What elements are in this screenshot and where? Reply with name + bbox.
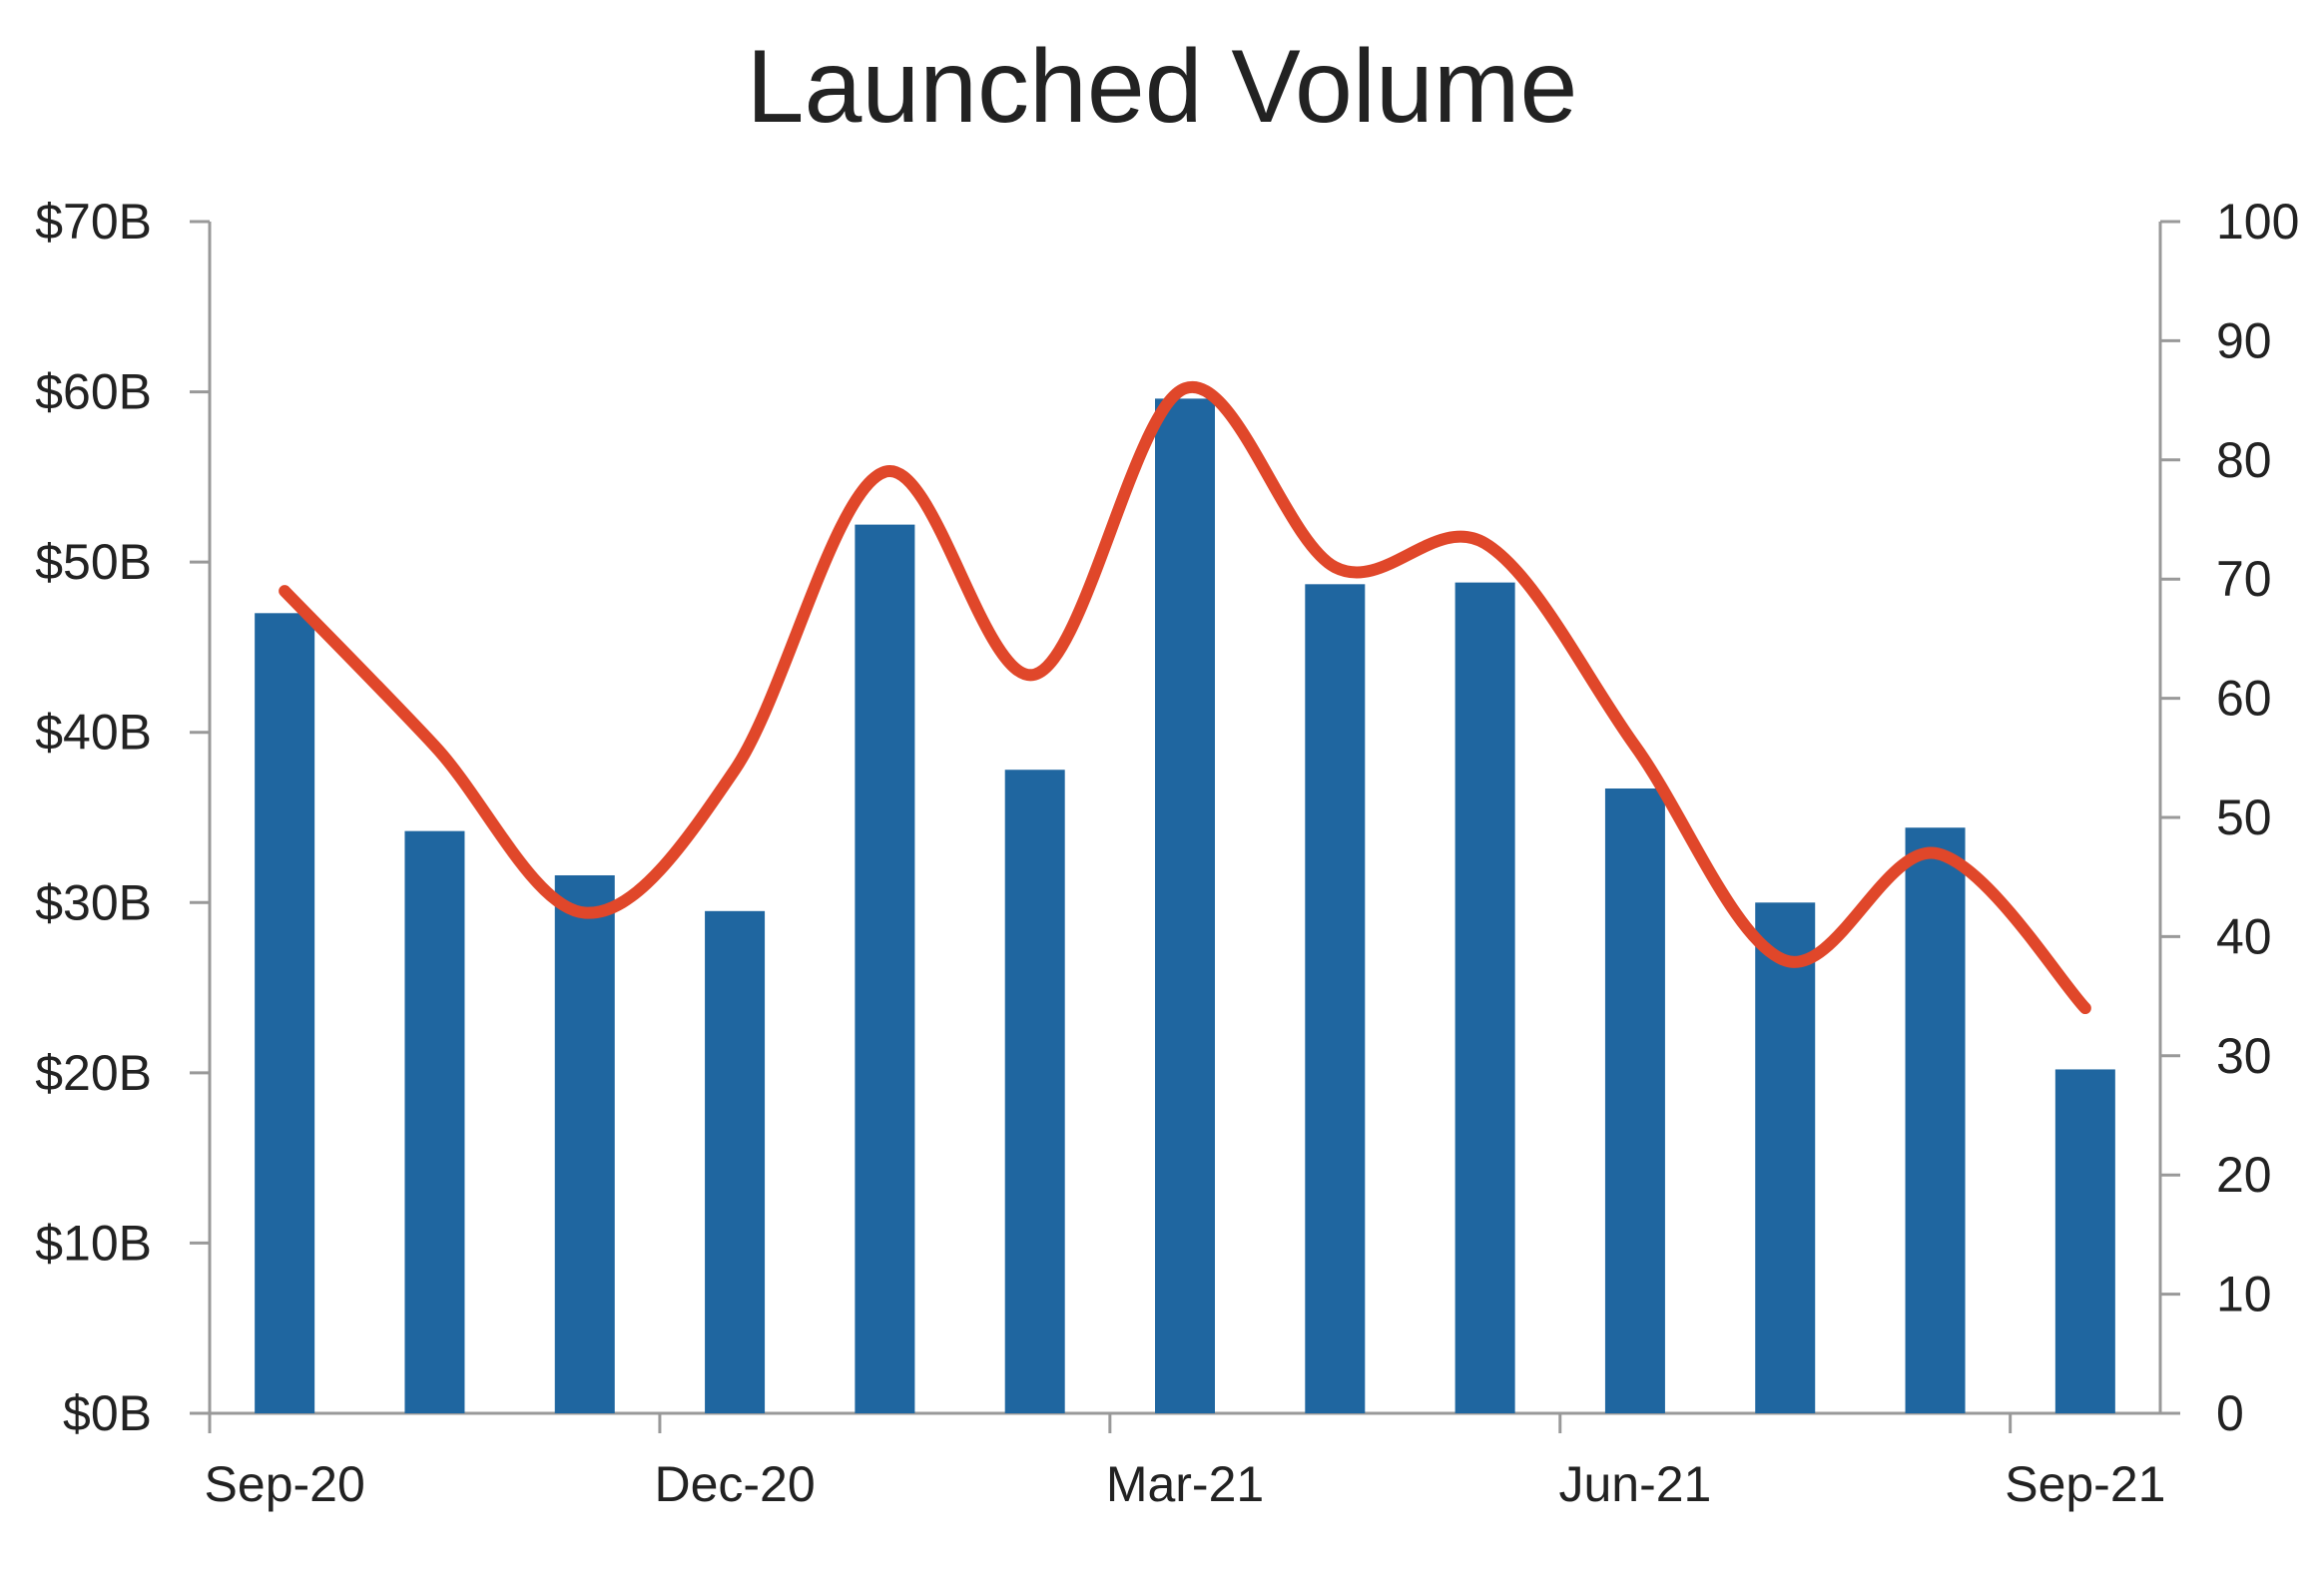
- y-left-tick-label: $10B: [35, 1215, 152, 1271]
- bar: [1004, 770, 1065, 1413]
- y-left-tick-label: $0B: [63, 1385, 152, 1441]
- y-left-tick-label: $50B: [35, 534, 152, 590]
- y-right-tick-label: 20: [2216, 1147, 2272, 1203]
- x-tick-label: Sep-20: [205, 1456, 365, 1512]
- y-right-tick-label: 60: [2216, 671, 2272, 727]
- x-tick-label: Sep-21: [2005, 1456, 2165, 1512]
- y-left-tick-label: $70B: [35, 194, 152, 250]
- bar: [404, 830, 465, 1413]
- y-right-tick-label: 90: [2216, 312, 2272, 368]
- bar: [1604, 788, 1665, 1413]
- y-left-tick-label: $20B: [35, 1045, 152, 1101]
- bar: [2054, 1069, 2115, 1413]
- bar: [1454, 582, 1515, 1413]
- bar: [554, 874, 615, 1413]
- x-tick-label: Jun-21: [1558, 1456, 1711, 1512]
- bar: [855, 524, 915, 1413]
- y-left-tick-label: $40B: [35, 705, 152, 761]
- y-right-tick-label: 50: [2216, 789, 2272, 845]
- chart-title: Launched Volume: [746, 29, 1578, 145]
- bar: [1155, 398, 1215, 1413]
- bar: [255, 613, 315, 1413]
- bar: [1305, 584, 1366, 1413]
- y-right-tick-label: 100: [2216, 194, 2299, 250]
- series-line: [279, 380, 2091, 1015]
- x-tick-label: Dec-20: [654, 1456, 815, 1512]
- y-right-tick-label: 80: [2216, 432, 2272, 488]
- bar: [1905, 827, 1966, 1413]
- y-right-tick-label: 40: [2216, 908, 2272, 964]
- x-tick-label: Mar-21: [1106, 1456, 1264, 1512]
- y-right-tick-label: 30: [2216, 1028, 2272, 1084]
- bar: [705, 910, 766, 1413]
- bar: [1755, 902, 1816, 1413]
- y-right-tick-label: 0: [2216, 1385, 2244, 1441]
- y-right-tick-label: 70: [2216, 551, 2272, 607]
- y-left-tick-label: $30B: [35, 874, 152, 930]
- y-right-tick-label: 10: [2216, 1267, 2272, 1322]
- y-left-tick-label: $60B: [35, 364, 152, 420]
